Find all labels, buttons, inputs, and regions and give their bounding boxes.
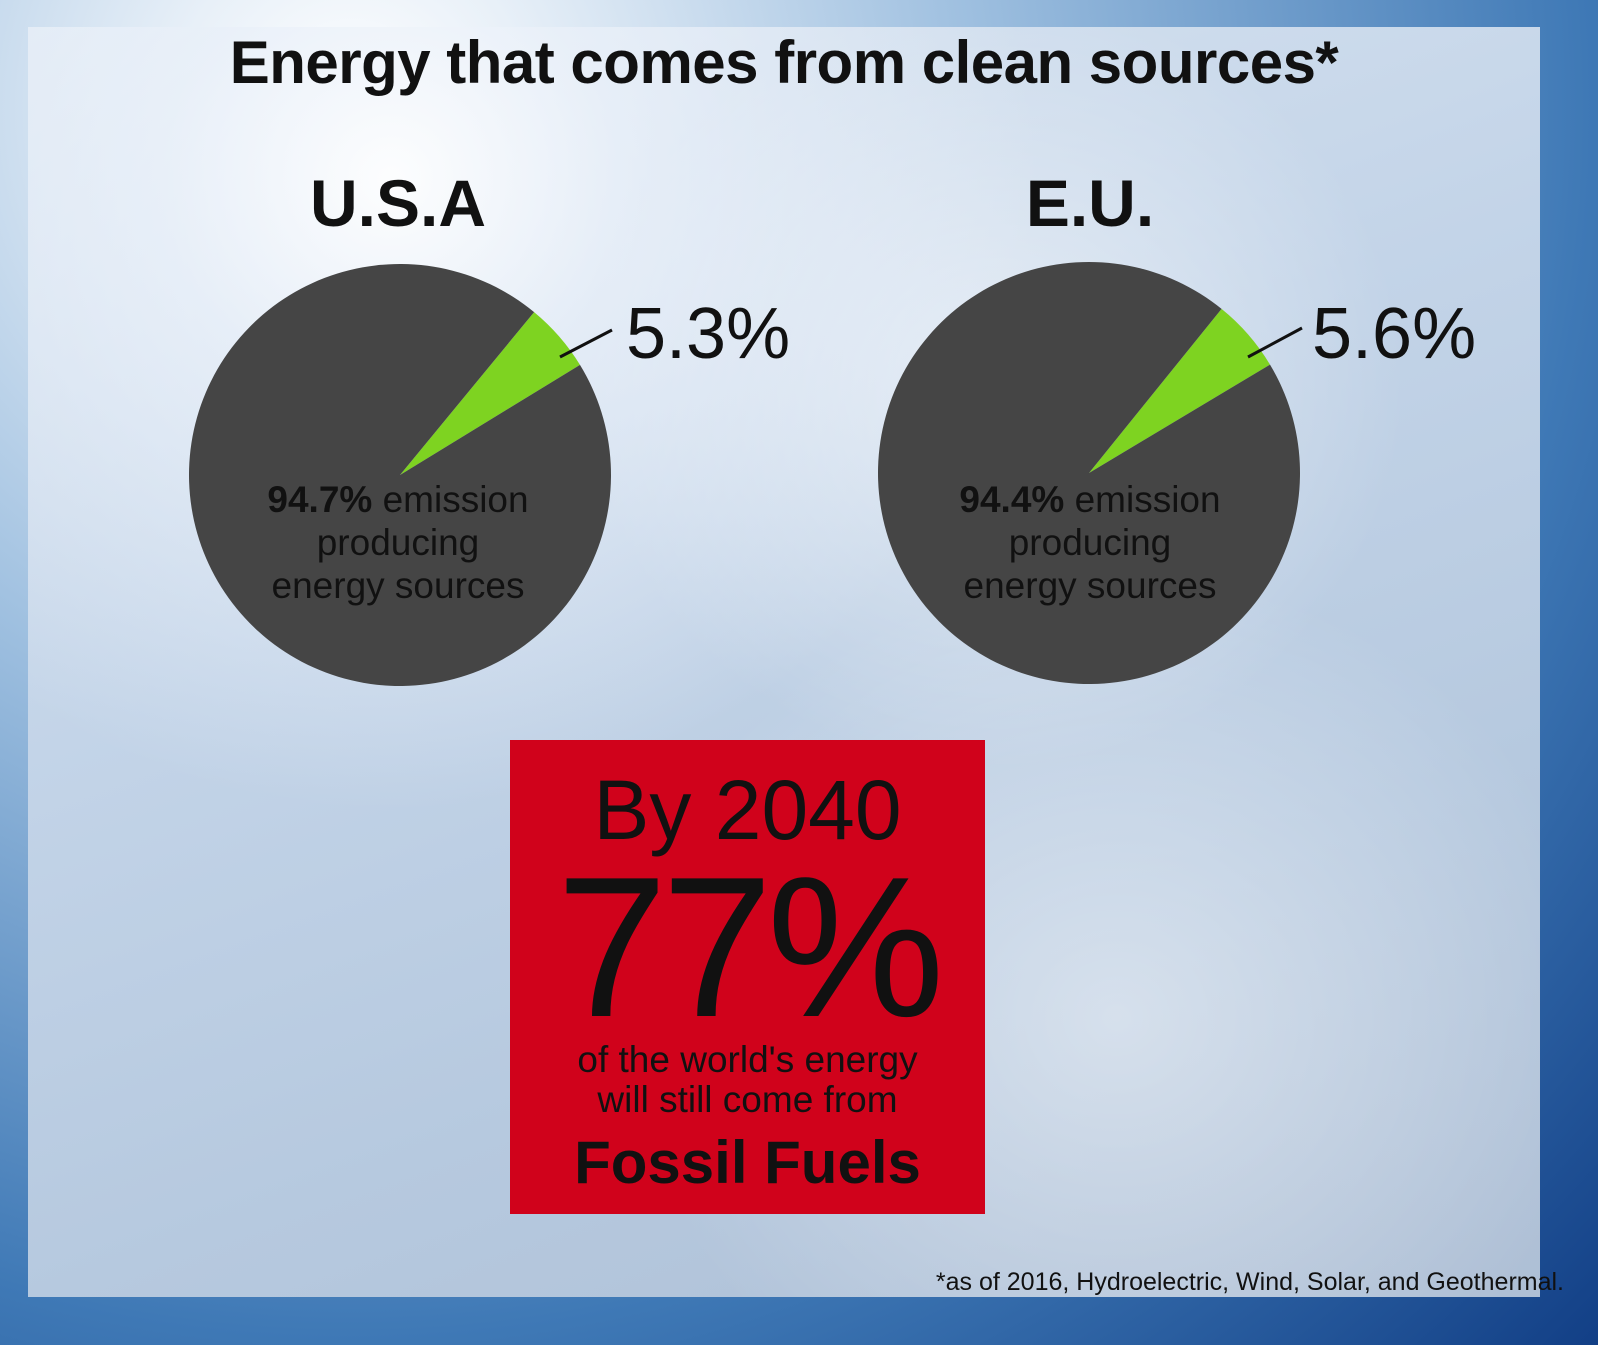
eu-pie-title: E.U. [1025, 166, 1155, 240]
usa-clean-value-label: 5.3% [626, 294, 791, 374]
projection-year: By 2040 [593, 763, 902, 857]
eu-clean-value-label: 5.6% [1312, 294, 1477, 374]
usa-fossil-text-3: energy sources [271, 565, 525, 606]
eu-slice-clean [1089, 308, 1271, 473]
projection-emphasis: Fossil Fuels [574, 1129, 921, 1196]
footnote: *as of 2016, Hydroelectric, Wind, Solar,… [935, 1268, 1564, 1296]
page-title: Energy that comes from clean sources* [229, 29, 1339, 96]
projection-line-1: of the world's energy [577, 1039, 918, 1080]
usa-fossil-value: 94.7% [267, 479, 373, 520]
eu-fossil-text-1: emission [1064, 479, 1221, 520]
projection-percent: 77% [556, 836, 944, 1059]
usa-slice-emission [189, 264, 612, 687]
eu-fossil-text-2: producing [1008, 522, 1172, 563]
eu-fossil-text-3: energy sources [963, 565, 1217, 606]
usa-pie [189, 264, 613, 687]
projection-callout-box: By 2040 77% of the world's energy will s… [510, 740, 985, 1214]
usa-fossil-label: 94.7% emission producing energy sources [218, 478, 578, 607]
eu-leader-line [1247, 326, 1303, 359]
usa-slice-clean [400, 312, 580, 475]
usa-fossil-text-1: emission [372, 479, 529, 520]
usa-fossil-text-2: producing [316, 522, 480, 563]
usa-pie-title: U.S.A [309, 166, 487, 240]
projection-line-2: will still come from [597, 1079, 898, 1120]
eu-fossil-label: 94.4% emission producing energy sources [910, 478, 1270, 607]
eu-pie [878, 262, 1303, 684]
pie-charts [189, 262, 1303, 687]
usa-leader-line [559, 328, 613, 359]
eu-fossil-value: 94.4% [959, 479, 1065, 520]
eu-slice-emission [878, 262, 1300, 684]
